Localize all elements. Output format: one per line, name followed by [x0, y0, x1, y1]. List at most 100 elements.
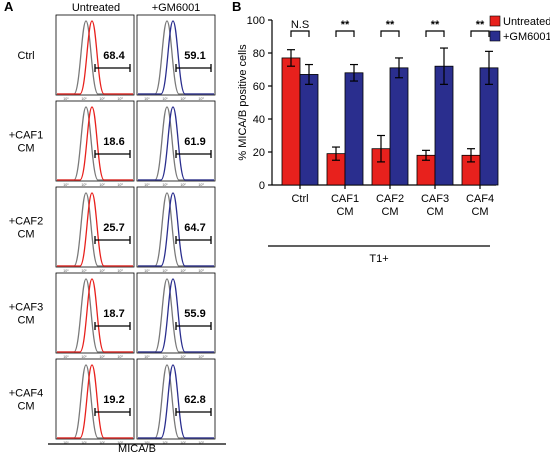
x-tick-label: 10⁰ — [63, 269, 69, 273]
gate-percentage: 18.7 — [103, 308, 124, 320]
gate-percentage: 61.9 — [184, 136, 205, 148]
significance-bracket — [470, 30, 490, 37]
isotype-histogram — [57, 364, 133, 439]
y-tick-label: 0 — [259, 180, 265, 192]
untreated-histogram — [57, 20, 133, 95]
x-tick-label: 10² — [99, 97, 105, 101]
significance-label: ** — [341, 19, 350, 31]
histogram-box — [55, 272, 135, 354]
bar-untreated — [281, 57, 301, 186]
category-label: CM — [381, 206, 398, 218]
x-tick-label: 10³ — [117, 183, 123, 187]
untreated-histogram — [57, 192, 133, 267]
row-label-1-1: CM — [17, 143, 34, 155]
isotype-histogram — [57, 106, 133, 181]
histogram-box — [55, 14, 135, 96]
histogram-box — [136, 358, 216, 440]
gate-percentage: 59.1 — [184, 50, 205, 62]
category-label: CAF1 — [331, 193, 359, 205]
isotype-histogram — [57, 278, 133, 353]
legend-label: Untreated — [503, 16, 550, 28]
significance-bracket — [335, 30, 355, 37]
x-tick-label: 10² — [99, 355, 105, 359]
isotype-histogram — [138, 20, 214, 95]
x-tick-label: 10² — [180, 355, 186, 359]
isotype-histogram — [138, 278, 214, 353]
untreated-histogram — [57, 278, 133, 353]
x-tick-label: 10² — [99, 441, 105, 445]
x-tick-label: 10⁰ — [63, 97, 69, 101]
bar-gm6001 — [299, 74, 319, 186]
significance-bracket — [425, 30, 445, 37]
gate-percentage: 25.7 — [103, 222, 124, 234]
isotype-histogram — [57, 20, 133, 95]
y-axis-label: % MICA/B positive cells — [237, 44, 249, 161]
histogram-box — [136, 272, 216, 354]
legend-swatch — [489, 15, 501, 27]
panel-b: B % MICA/B positive cells 0 20 40 60 80 100 N… — [232, 0, 550, 265]
x-tick-label: 10³ — [198, 183, 204, 187]
x-tick-label: 10² — [180, 97, 186, 101]
category-label: CAF2 — [376, 193, 404, 205]
y-tick-label: 100 — [247, 15, 265, 27]
significance-label: ** — [386, 19, 395, 31]
x-tick-label: 10¹ — [162, 441, 168, 445]
gate-percentage: 62.8 — [184, 394, 205, 406]
gm6001-histogram — [138, 106, 214, 181]
x-tick-label: 10⁰ — [144, 355, 150, 359]
x-tick-label: 10⁰ — [144, 97, 150, 101]
y-tick-label: 60 — [253, 81, 265, 93]
panel-a: A Untreated +GM6001 Ctrl 68.4 10⁰ 10¹ 10² 10³… — [4, 0, 226, 452]
x-tick-label: 10⁰ — [63, 441, 69, 445]
gm6001-histogram — [138, 278, 214, 353]
x-tick-label: 10³ — [198, 269, 204, 273]
histogram-box — [136, 100, 216, 182]
x-tick-label: 10⁰ — [144, 441, 150, 445]
group-label: T1+ — [369, 253, 388, 265]
x-tick-label: 10³ — [117, 269, 123, 273]
panel-a-letter: A — [4, 0, 14, 14]
x-tick-label: 10¹ — [81, 269, 87, 273]
category-label: CM — [426, 206, 443, 218]
untreated-histogram — [57, 364, 133, 439]
significance-label: N.S — [291, 19, 309, 31]
x-tick-label: 10¹ — [162, 269, 168, 273]
x-tick-label: 10¹ — [162, 355, 168, 359]
category-label: CAF3 — [421, 193, 449, 205]
row-label-0-0: Ctrl — [17, 50, 34, 62]
x-tick-label: 10² — [180, 269, 186, 273]
isotype-histogram — [57, 192, 133, 267]
significance-marks: N.S ** ** ** ** — [290, 19, 490, 37]
x-tick-label: 10⁰ — [144, 269, 150, 273]
bar-plot — [281, 47, 499, 186]
category-label: CAF4 — [466, 193, 494, 205]
significance-label: ** — [431, 19, 440, 31]
legend-label: +GM6001 — [503, 31, 550, 43]
untreated-histogram — [57, 106, 133, 181]
col-header-gm6001: +GM6001 — [152, 2, 201, 14]
x-tick-label: 10² — [180, 183, 186, 187]
panel-b-letter: B — [232, 0, 241, 14]
gate-percentage: 64.7 — [184, 222, 205, 234]
gm6001-histogram — [138, 20, 214, 95]
x-tick-label: 10³ — [198, 441, 204, 445]
gm6001-histogram — [138, 192, 214, 267]
x-tick-label: 10³ — [198, 355, 204, 359]
legend-swatch — [489, 30, 501, 42]
x-tick-label: 10³ — [117, 97, 123, 101]
y-tick-label: 20 — [253, 147, 265, 159]
x-tick-label: 10¹ — [81, 441, 87, 445]
isotype-histogram — [138, 364, 214, 439]
x-tick-label: 10¹ — [162, 183, 168, 187]
significance-label: ** — [476, 19, 485, 31]
histogram-box — [55, 100, 135, 182]
x-tick-label: 10¹ — [81, 97, 87, 101]
histogram-box — [55, 186, 135, 268]
row-label-4-1: CM — [17, 401, 34, 413]
x-tick-label: 10¹ — [81, 355, 87, 359]
x-tick-label: 10³ — [117, 355, 123, 359]
row-label-2-0: +CAF2 — [9, 216, 44, 228]
x-tick-label: 10² — [99, 183, 105, 187]
